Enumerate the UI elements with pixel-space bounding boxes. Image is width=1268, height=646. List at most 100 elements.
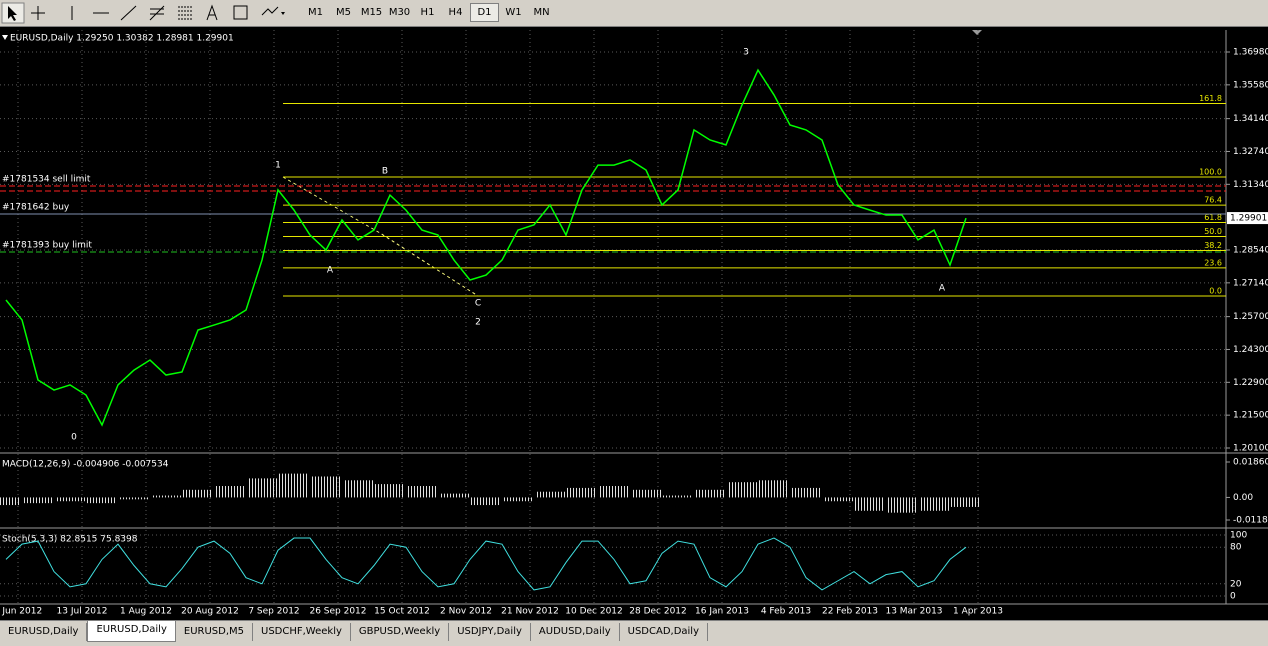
y-tick-label: 0 [1230, 592, 1236, 602]
chart-tab[interactable]: USDCHF,Weekly [253, 623, 351, 641]
dropdown[interactable] [281, 12, 285, 15]
price-line [5, 68, 967, 427]
y-tick-label: 100 [1230, 531, 1247, 541]
timeframe-button[interactable]: M5 [336, 7, 351, 18]
macd-bar [183, 489, 213, 498]
shift-marker [972, 30, 982, 35]
chart-tab[interactable]: USDCAD,Daily [620, 623, 708, 641]
wave-label: A [939, 284, 946, 294]
date-label: 13 Jul 2012 [57, 607, 108, 617]
macd-bar [695, 489, 725, 498]
chart-tab[interactable]: USDJPY,Daily [449, 623, 531, 641]
macd-bar [951, 497, 981, 507]
wave-label: 1 [275, 161, 281, 171]
date-label: 1 Aug 2012 [120, 607, 172, 617]
chart-background [0, 27, 1268, 620]
timeframe-button[interactable]: MN [533, 7, 550, 18]
timeframe-button[interactable]: M30 [388, 7, 411, 18]
macd-bar [247, 478, 277, 498]
chart-window: EURUSD,Daily 1.29250 1.30382 1.28981 1.2… [0, 27, 1268, 620]
macd-bar [535, 491, 565, 498]
fibo-tool[interactable] [178, 6, 192, 20]
date-label: 26 Sep 2012 [309, 607, 366, 617]
y-tick-label: 1.32740 [1233, 147, 1268, 157]
wave-label: B [382, 167, 388, 177]
timeframes: M1 M5 M15 M30 H1 H4 D1 W1 MN [302, 3, 556, 22]
fib-label: 23.6 [1204, 258, 1222, 267]
chart-tab[interactable]: EURUSD,M5 [176, 623, 253, 641]
y-tick-label: 1.28540 [1233, 246, 1268, 256]
macd-bar [407, 486, 437, 498]
date-label: 15 Oct 2012 [374, 607, 430, 617]
chart-tab[interactable]: EURUSD,Daily [87, 621, 176, 642]
trendline-tool[interactable] [120, 5, 137, 21]
macd-bar [567, 487, 597, 498]
date-label: 1 Apr 2013 [953, 607, 1003, 617]
date-label: 13 Mar 2013 [885, 607, 942, 617]
y-tick-label: 1.21500 [1233, 411, 1268, 421]
macd-bar [215, 486, 245, 498]
wave-label: A [327, 266, 334, 276]
fib-label: 50.0 [1204, 227, 1222, 236]
macd-bar [55, 497, 85, 502]
order-label: #1781393 buy limit [2, 241, 92, 251]
wave-label: 2 [475, 318, 481, 328]
macd-bar [759, 480, 789, 498]
date-label: 22 Feb 2013 [822, 607, 878, 617]
fib-label: 161.8 [1199, 94, 1222, 103]
chart-tab[interactable]: AUDUSD,Daily [531, 623, 620, 641]
fib-label: 76.4 [1204, 196, 1222, 205]
date-label: 6 Jun 2012 [0, 607, 42, 617]
y-tick-label: 1.36980 [1233, 48, 1268, 58]
y-tick-label: 80 [1230, 543, 1242, 553]
date-label: 16 Jan 2013 [695, 607, 749, 617]
chart-tab[interactable]: EURUSD,Daily [0, 623, 88, 641]
fib-trendline [282, 176, 479, 297]
timeframe-button[interactable]: M1 [308, 7, 323, 18]
macd-bar [663, 495, 693, 498]
y-tick-label: -0.011851 [1233, 516, 1268, 526]
current-price-label: 1.29901 [1230, 214, 1267, 224]
fib-label: 38.2 [1204, 241, 1222, 250]
date-label: 20 Aug 2012 [181, 607, 239, 617]
timeframe-button[interactable]: M15 [360, 7, 383, 18]
order-label: #1781534 sell limit [2, 175, 91, 185]
toolbar: M1 M5 M15 M30 H1 H4 D1 W1 MN [0, 0, 1268, 27]
header-marker [2, 35, 8, 40]
arrows-tool[interactable] [261, 6, 279, 16]
macd-bar [791, 487, 821, 498]
y-tick-label: 0.018607 [1233, 458, 1268, 468]
timeframe-button[interactable]: H4 [448, 7, 463, 18]
text-tool[interactable] [206, 4, 218, 21]
crosshair-tool[interactable] [31, 6, 45, 20]
fib-label: 61.8 [1204, 213, 1222, 222]
timeframe-button[interactable]: W1 [505, 7, 522, 18]
macd-bar [311, 476, 341, 498]
macd-bar [343, 480, 373, 498]
y-tick-label: 1.31340 [1233, 180, 1268, 190]
timeframe-button[interactable]: H1 [420, 7, 435, 18]
macd-bar [631, 489, 661, 498]
macd-bar [87, 497, 117, 504]
cursor-icon [8, 6, 17, 21]
macd-bar [439, 493, 469, 498]
macd-bar [151, 495, 181, 498]
timeframe-button[interactable]: D1 [470, 3, 499, 22]
wave-label: 0 [71, 433, 77, 443]
y-tick-label: 1.35580 [1233, 80, 1268, 90]
channel-tool[interactable] [149, 5, 165, 21]
macd-bar [23, 497, 53, 504]
chart-tab[interactable]: GBPUSD,Weekly [351, 623, 450, 641]
macd-bar [887, 497, 917, 513]
label-tool[interactable] [233, 5, 248, 20]
macd-bar [855, 497, 885, 511]
macd-bar [823, 497, 853, 502]
wave-label: 3 [743, 48, 749, 58]
chart-tabs: EURUSD,Daily EURUSD,Daily EURUSD,M5 USDCHF,… [0, 620, 1268, 646]
macd-bar [279, 473, 309, 498]
macd-bar [727, 482, 757, 498]
y-tick-label: 1.24300 [1233, 345, 1268, 355]
stoch-line [5, 537, 967, 591]
y-tick-label: 1.20100 [1233, 444, 1268, 454]
